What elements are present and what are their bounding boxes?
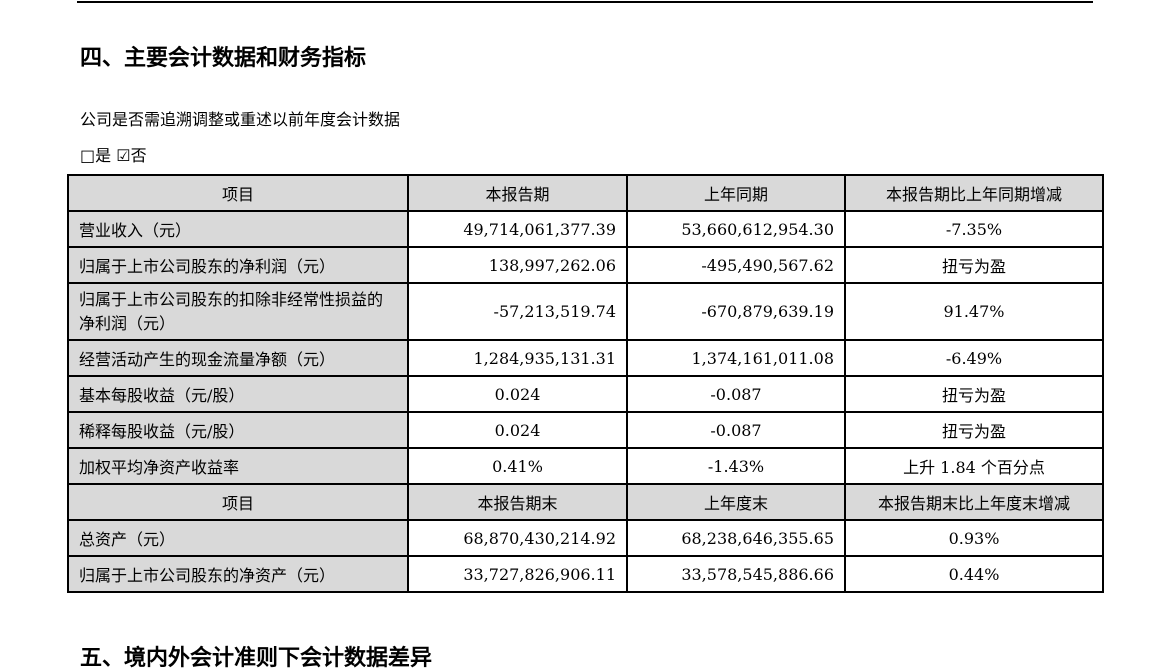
row-label: 归属于上市公司股东的扣除非经常性损益的净利润（元） (67, 282, 409, 341)
cell-value: -0.087 (626, 375, 846, 413)
cell-value: 0.41% (407, 447, 628, 485)
cell-value: 91.47% (844, 282, 1104, 341)
row-label: 总资产（元） (67, 519, 409, 557)
column-header: 本报告期比上年同期增减 (844, 174, 1104, 212)
table-row: 营业收入（元） 49,714,061,377.39 53,660,612,954.3… (67, 210, 1104, 248)
cell-value: 138,997,262.06 (407, 246, 628, 284)
next-section-title: 五、境内外会计准则下会计数据差异 (80, 646, 433, 671)
column-header: 本报告期 (407, 174, 628, 212)
option-yes-checkbox: □是 (80, 146, 112, 165)
cell-value: 扭亏为盈 (844, 375, 1104, 413)
cell-value: 上升 1.84 个百分点 (844, 447, 1104, 485)
column-header: 本报告期末 (407, 483, 628, 521)
cell-value: 0.93% (844, 519, 1104, 557)
section-title: 四、主要会计数据和财务指标 (80, 46, 367, 71)
table-header-row: 项目 本报告期末 上年度末 本报告期末比上年度末增减 (67, 483, 1104, 521)
row-label: 加权平均净资产收益率 (67, 447, 409, 485)
table-row: 经营活动产生的现金流量净额（元） 1,284,935,131.31 1,374,16… (67, 339, 1104, 377)
table-row: 归属于上市公司股东的扣除非经常性损益的净利润（元） -57,213,519.74-… (67, 282, 1104, 341)
cell-value: 33,578,545,886.66 (626, 555, 846, 593)
column-header: 项目 (67, 174, 409, 212)
restatement-question: 公司是否需追溯调整或重述以前年度会计数据 (80, 110, 401, 129)
table-row: 基本每股收益（元/股） 0.024 -0.087 扭亏为盈 (67, 375, 1104, 413)
table-row: 总资产（元） 68,870,430,214.92 68,238,646,355.65… (67, 519, 1104, 557)
column-header: 项目 (67, 483, 409, 521)
option-no-checkbox: ☑否 (116, 146, 147, 165)
cell-value: -7.35% (844, 210, 1104, 248)
cell-value: -0.087 (626, 411, 846, 449)
table-header-row: 项目 本报告期 上年同期 本报告期比上年同期增减 (67, 174, 1104, 212)
row-label: 归属于上市公司股东的净资产（元） (67, 555, 409, 593)
row-label: 归属于上市公司股东的净利润（元） (67, 246, 409, 284)
column-header: 本报告期末比上年度末增减 (844, 483, 1104, 521)
cell-value: 49,714,061,377.39 (407, 210, 628, 248)
restatement-options: □是 ☑否 (80, 142, 147, 166)
cell-value: -670,879,639.19 (626, 282, 846, 341)
column-header: 上年同期 (626, 174, 846, 212)
cell-value: 53,660,612,954.30 (626, 210, 846, 248)
cell-value: 1,374,161,011.08 (626, 339, 846, 377)
cell-value: -57,213,519.74 (407, 282, 628, 341)
cell-value: 0.024 (407, 411, 628, 449)
row-label: 营业收入（元） (67, 210, 409, 248)
column-header: 上年度末 (626, 483, 846, 521)
cell-value: 0.024 (407, 375, 628, 413)
cell-value: 68,238,646,355.65 (626, 519, 846, 557)
cell-value: -6.49% (844, 339, 1104, 377)
cell-value: -495,490,567.62 (626, 246, 846, 284)
table-row: 归属于上市公司股东的净利润（元） 138,997,262.06 -495,490,5… (67, 246, 1104, 284)
cell-value: -1.43% (626, 447, 846, 485)
table-row: 稀释每股收益（元/股） 0.024 -0.087 扭亏为盈 (67, 411, 1104, 449)
cell-value: 扭亏为盈 (844, 246, 1104, 284)
row-label: 经营活动产生的现金流量净额（元） (67, 339, 409, 377)
financial-data-table: 项目 本报告期 上年同期 本报告期比上年同期增减 营业收入（元） 49,714,061,3… (67, 174, 1104, 593)
row-label: 基本每股收益（元/股） (67, 375, 409, 413)
page-top-rule (77, 1, 1093, 3)
cell-value: 1,284,935,131.31 (407, 339, 628, 377)
cell-value: 扭亏为盈 (844, 411, 1104, 449)
row-label: 稀释每股收益（元/股） (67, 411, 409, 449)
cell-value: 0.44% (844, 555, 1104, 593)
table-row: 加权平均净资产收益率 0.41% -1.43% 上升 1.84 个百分点 (67, 447, 1104, 485)
cell-value: 68,870,430,214.92 (407, 519, 628, 557)
cell-value: 33,727,826,906.11 (407, 555, 628, 593)
table-row: 归属于上市公司股东的净资产（元） 33,727,826,906.11 33,578,… (67, 555, 1104, 593)
